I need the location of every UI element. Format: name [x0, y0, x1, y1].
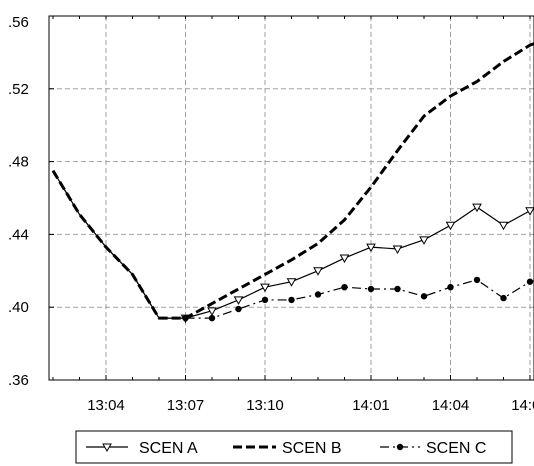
data-point-scen-c — [208, 314, 216, 322]
data-point-scen-c — [235, 305, 242, 313]
x-tick-label: 14:07 — [511, 397, 534, 414]
data-point-scen-c — [500, 294, 507, 302]
data-point-scen-a — [525, 207, 534, 216]
legend-label-scen-b: SCEN B — [282, 440, 342, 457]
data-point-scen-a — [339, 254, 350, 264]
series-line-scen-b — [51, 42, 534, 320]
data-point-scen-c — [314, 291, 322, 298]
x-tick-label: 13:04 — [87, 397, 125, 414]
data-point-scen-a — [313, 267, 323, 276]
data-point-scen-a — [207, 307, 217, 316]
x-axis: 13:04 13:07 13:10 14:01 14:04 14:07 — [52, 16, 534, 414]
data-point-scen-c — [341, 283, 348, 291]
data-point-scen-c — [288, 296, 295, 304]
x-tick-label: 14:01 — [352, 397, 390, 414]
y-axis: .36 .40 .44 .48 .52 .56 — [8, 14, 54, 389]
series-line-scen-a — [52, 170, 534, 319]
data-point-scen-a — [392, 245, 403, 254]
y-tick-label: .48 — [8, 154, 29, 171]
data-point-scen-a — [366, 243, 376, 253]
plot-frame — [48, 15, 534, 381]
y-tick-label: .40 — [8, 299, 29, 316]
y-tick-label: .56 — [8, 14, 29, 31]
data-point-scen-c — [526, 278, 534, 285]
data-point-scen-a — [472, 203, 482, 213]
y-tick-label: .36 — [8, 372, 29, 389]
legend-marker-scen-c — [396, 443, 404, 451]
y-tick-label: .44 — [8, 226, 29, 243]
legend-label-scen-a: SCEN A — [139, 440, 198, 457]
data-point-scen-c — [473, 276, 481, 284]
data-point-scen-c — [447, 283, 454, 291]
y-tick-label: .52 — [8, 81, 29, 98]
data-point-scen-a — [445, 221, 456, 231]
data-point-scen-a — [419, 236, 429, 245]
data-point-scen-a — [498, 221, 509, 231]
data-point-scen-a — [286, 278, 297, 287]
series-layer — [51, 42, 534, 324]
data-point-scen-a — [233, 296, 244, 305]
x-tick-label: 14:04 — [432, 397, 470, 414]
data-point-scen-c — [394, 285, 401, 293]
legend: SCEN A SCEN B SCEN C — [75, 430, 513, 464]
legend-label-scen-c: SCEN C — [426, 440, 486, 457]
series-line-scen-c — [52, 170, 534, 319]
data-point-scen-c — [261, 296, 269, 304]
data-point-scen-c — [420, 293, 428, 300]
x-tick-label: 13:07 — [167, 397, 205, 414]
legend-box — [75, 430, 513, 464]
legend-marker-scen-a — [102, 443, 112, 453]
grid — [49, 16, 534, 380]
data-point-scen-c — [367, 285, 375, 293]
data-point-scen-a — [260, 283, 270, 293]
x-tick-label: 13:10 — [246, 397, 284, 414]
